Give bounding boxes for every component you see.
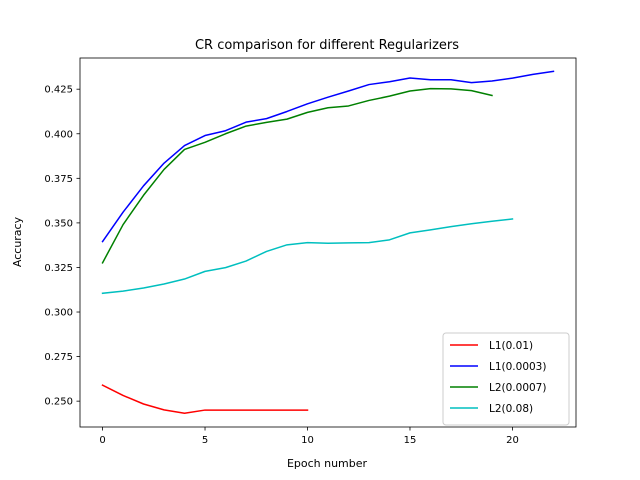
series-line-4 <box>101 218 514 295</box>
y-axis-label: Accuracy <box>11 216 24 267</box>
plot-frame <box>79 57 577 428</box>
y-tick-label: 0.250 <box>44 397 73 408</box>
y-tick-label: 0.375 <box>44 174 73 185</box>
legend-label: L2(0.0007) <box>489 382 546 394</box>
x-tick-label: 0 <box>99 435 105 446</box>
legend-box <box>442 332 570 426</box>
y-tick-label: 0.300 <box>44 308 73 319</box>
y-tick-label: 0.350 <box>44 218 73 229</box>
x-tick-label: 5 <box>202 435 208 446</box>
y-tick-label: 0.425 <box>44 85 73 96</box>
y-tick-label: 0.400 <box>44 129 73 140</box>
x-tick-label: 20 <box>506 435 519 446</box>
y-axis: 0.250 0.275 0.300 0.325 0.350 0.375 0.400 0.425 <box>44 85 80 408</box>
legend-label: L1(0.0003) <box>489 361 546 373</box>
series-line-3 <box>101 87 493 264</box>
chart-title: CR comparison for different Regularizers <box>195 38 459 53</box>
series-line-2 <box>101 70 555 243</box>
x-tick-label: 10 <box>301 435 314 446</box>
y-tick-label: 0.325 <box>44 263 73 274</box>
x-axis-label: Epoch number <box>287 457 368 470</box>
series-line-1 <box>101 384 309 415</box>
legend: L1(0.01) L1(0.0003) L2(0.0007) L2(0.08) <box>442 332 570 426</box>
legend-label: L1(0.01) <box>489 340 533 352</box>
legend-label: L2(0.08) <box>489 403 533 415</box>
y-tick-label: 0.275 <box>44 352 73 363</box>
x-axis: 0 5 10 15 20 <box>99 427 519 446</box>
plot-area <box>79 57 577 428</box>
x-tick-label: 15 <box>404 435 417 446</box>
